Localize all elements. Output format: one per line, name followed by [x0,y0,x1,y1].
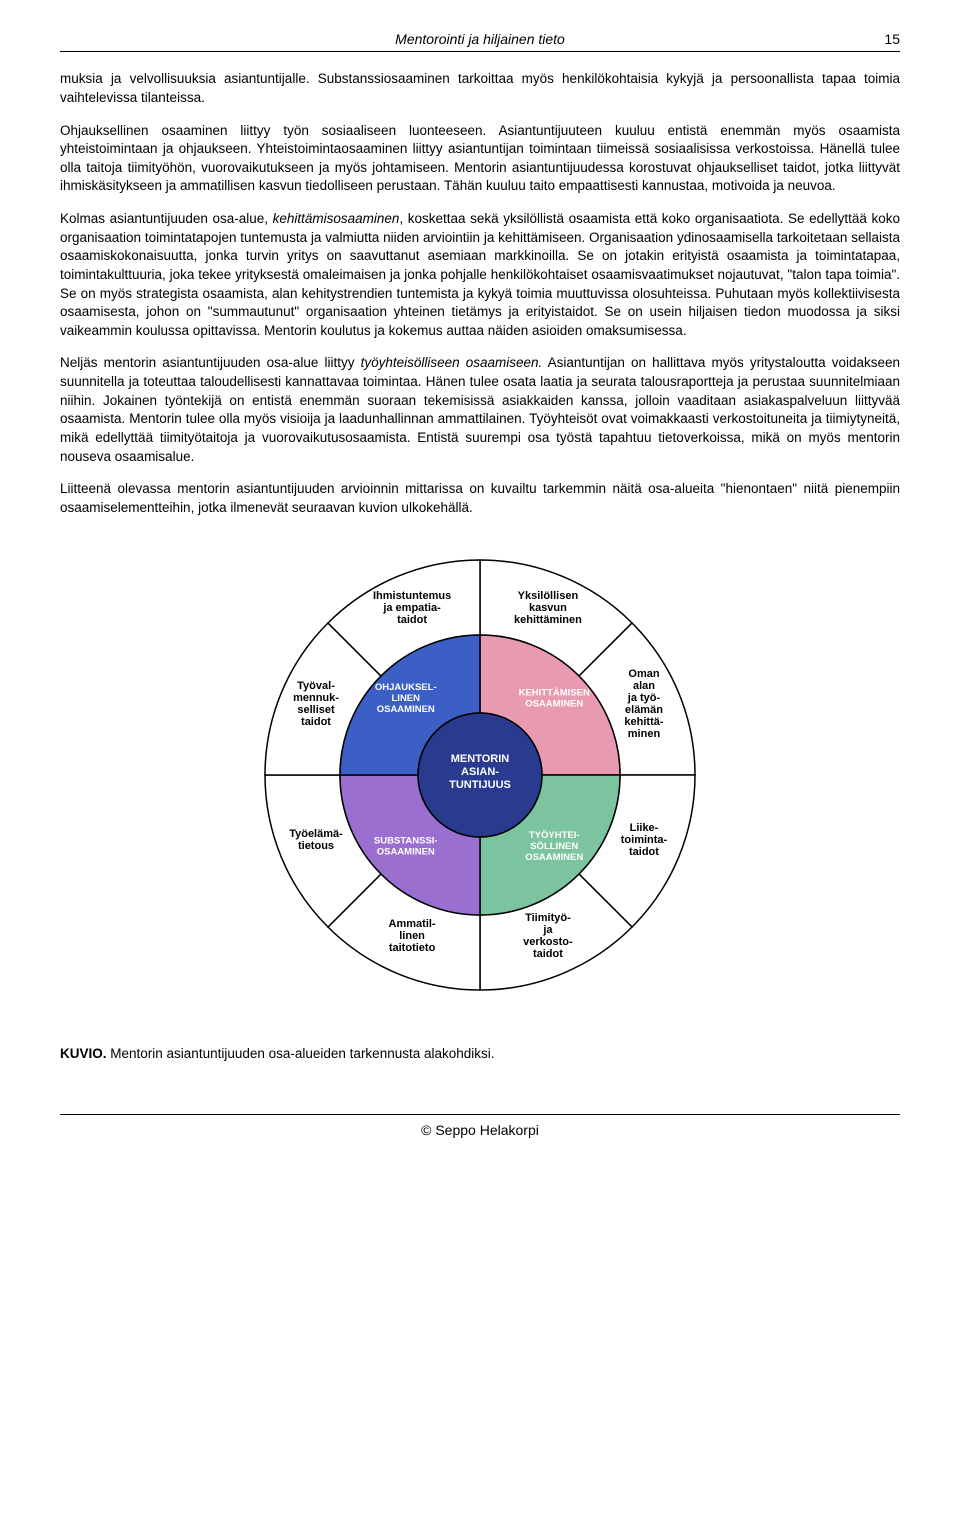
figure-caption: KUVIO. Mentorin asiantuntijuuden osa-alu… [60,1045,900,1064]
page-header: Mentorointi ja hiljainen tieto 15 [60,30,900,49]
text: Kolmas asiantuntijuuden osa-alue, [60,211,273,226]
text: Neljäs mentorin asiantuntijuuden osa-alu… [60,355,361,370]
svg-text:KEHITTÄMISENOSAAMINEN: KEHITTÄMISENOSAAMINEN [519,688,590,710]
svg-text:SUBSTANSSI-OSAAMINEN: SUBSTANSSI-OSAAMINEN [374,836,438,858]
divider [60,51,900,52]
paragraph: Liitteenä olevassa mentorin asiantuntiju… [60,480,900,517]
page-number: 15 [884,30,900,49]
text-italic: kehittämisosaaminen [273,211,400,226]
diagram-container: YksilöllisenkasvunkehittäminenOmanalanja… [60,535,900,1021]
paragraph: Neljäs mentorin asiantuntijuuden osa-alu… [60,354,900,466]
page-footer: © Seppo Helakorpi [60,1114,900,1140]
text-italic: työyhteisölliseen osaamiseen. [361,355,543,370]
paragraph: Kolmas asiantuntijuuden osa-alue, kehitt… [60,210,900,340]
header-title: Mentorointi ja hiljainen tieto [395,31,565,47]
svg-text:Omanalanja työ-elämänkehittä-m: Omanalanja työ-elämänkehittä-minen [624,669,663,741]
text: Asiantuntijan on hallittava myös yrityst… [60,355,900,463]
mentor-diagram: YksilöllisenkasvunkehittäminenOmanalanja… [240,535,720,1015]
caption-label: KUVIO. [60,1046,107,1061]
paragraph: muksia ja velvollisuuksia asiantuntijall… [60,70,900,107]
paragraph: Ohjauksellinen osaaminen liittyy työn so… [60,122,900,197]
text: , koskettaa sekä yksilöllistä osaamista … [60,211,900,338]
footer-text: © Seppo Helakorpi [421,1122,539,1138]
caption-text: Mentorin asiantuntijuuden osa-alueiden t… [107,1046,495,1061]
svg-text:TYÖYHTEI-SÖLLINENOSAAMINEN: TYÖYHTEI-SÖLLINENOSAAMINEN [525,831,583,864]
